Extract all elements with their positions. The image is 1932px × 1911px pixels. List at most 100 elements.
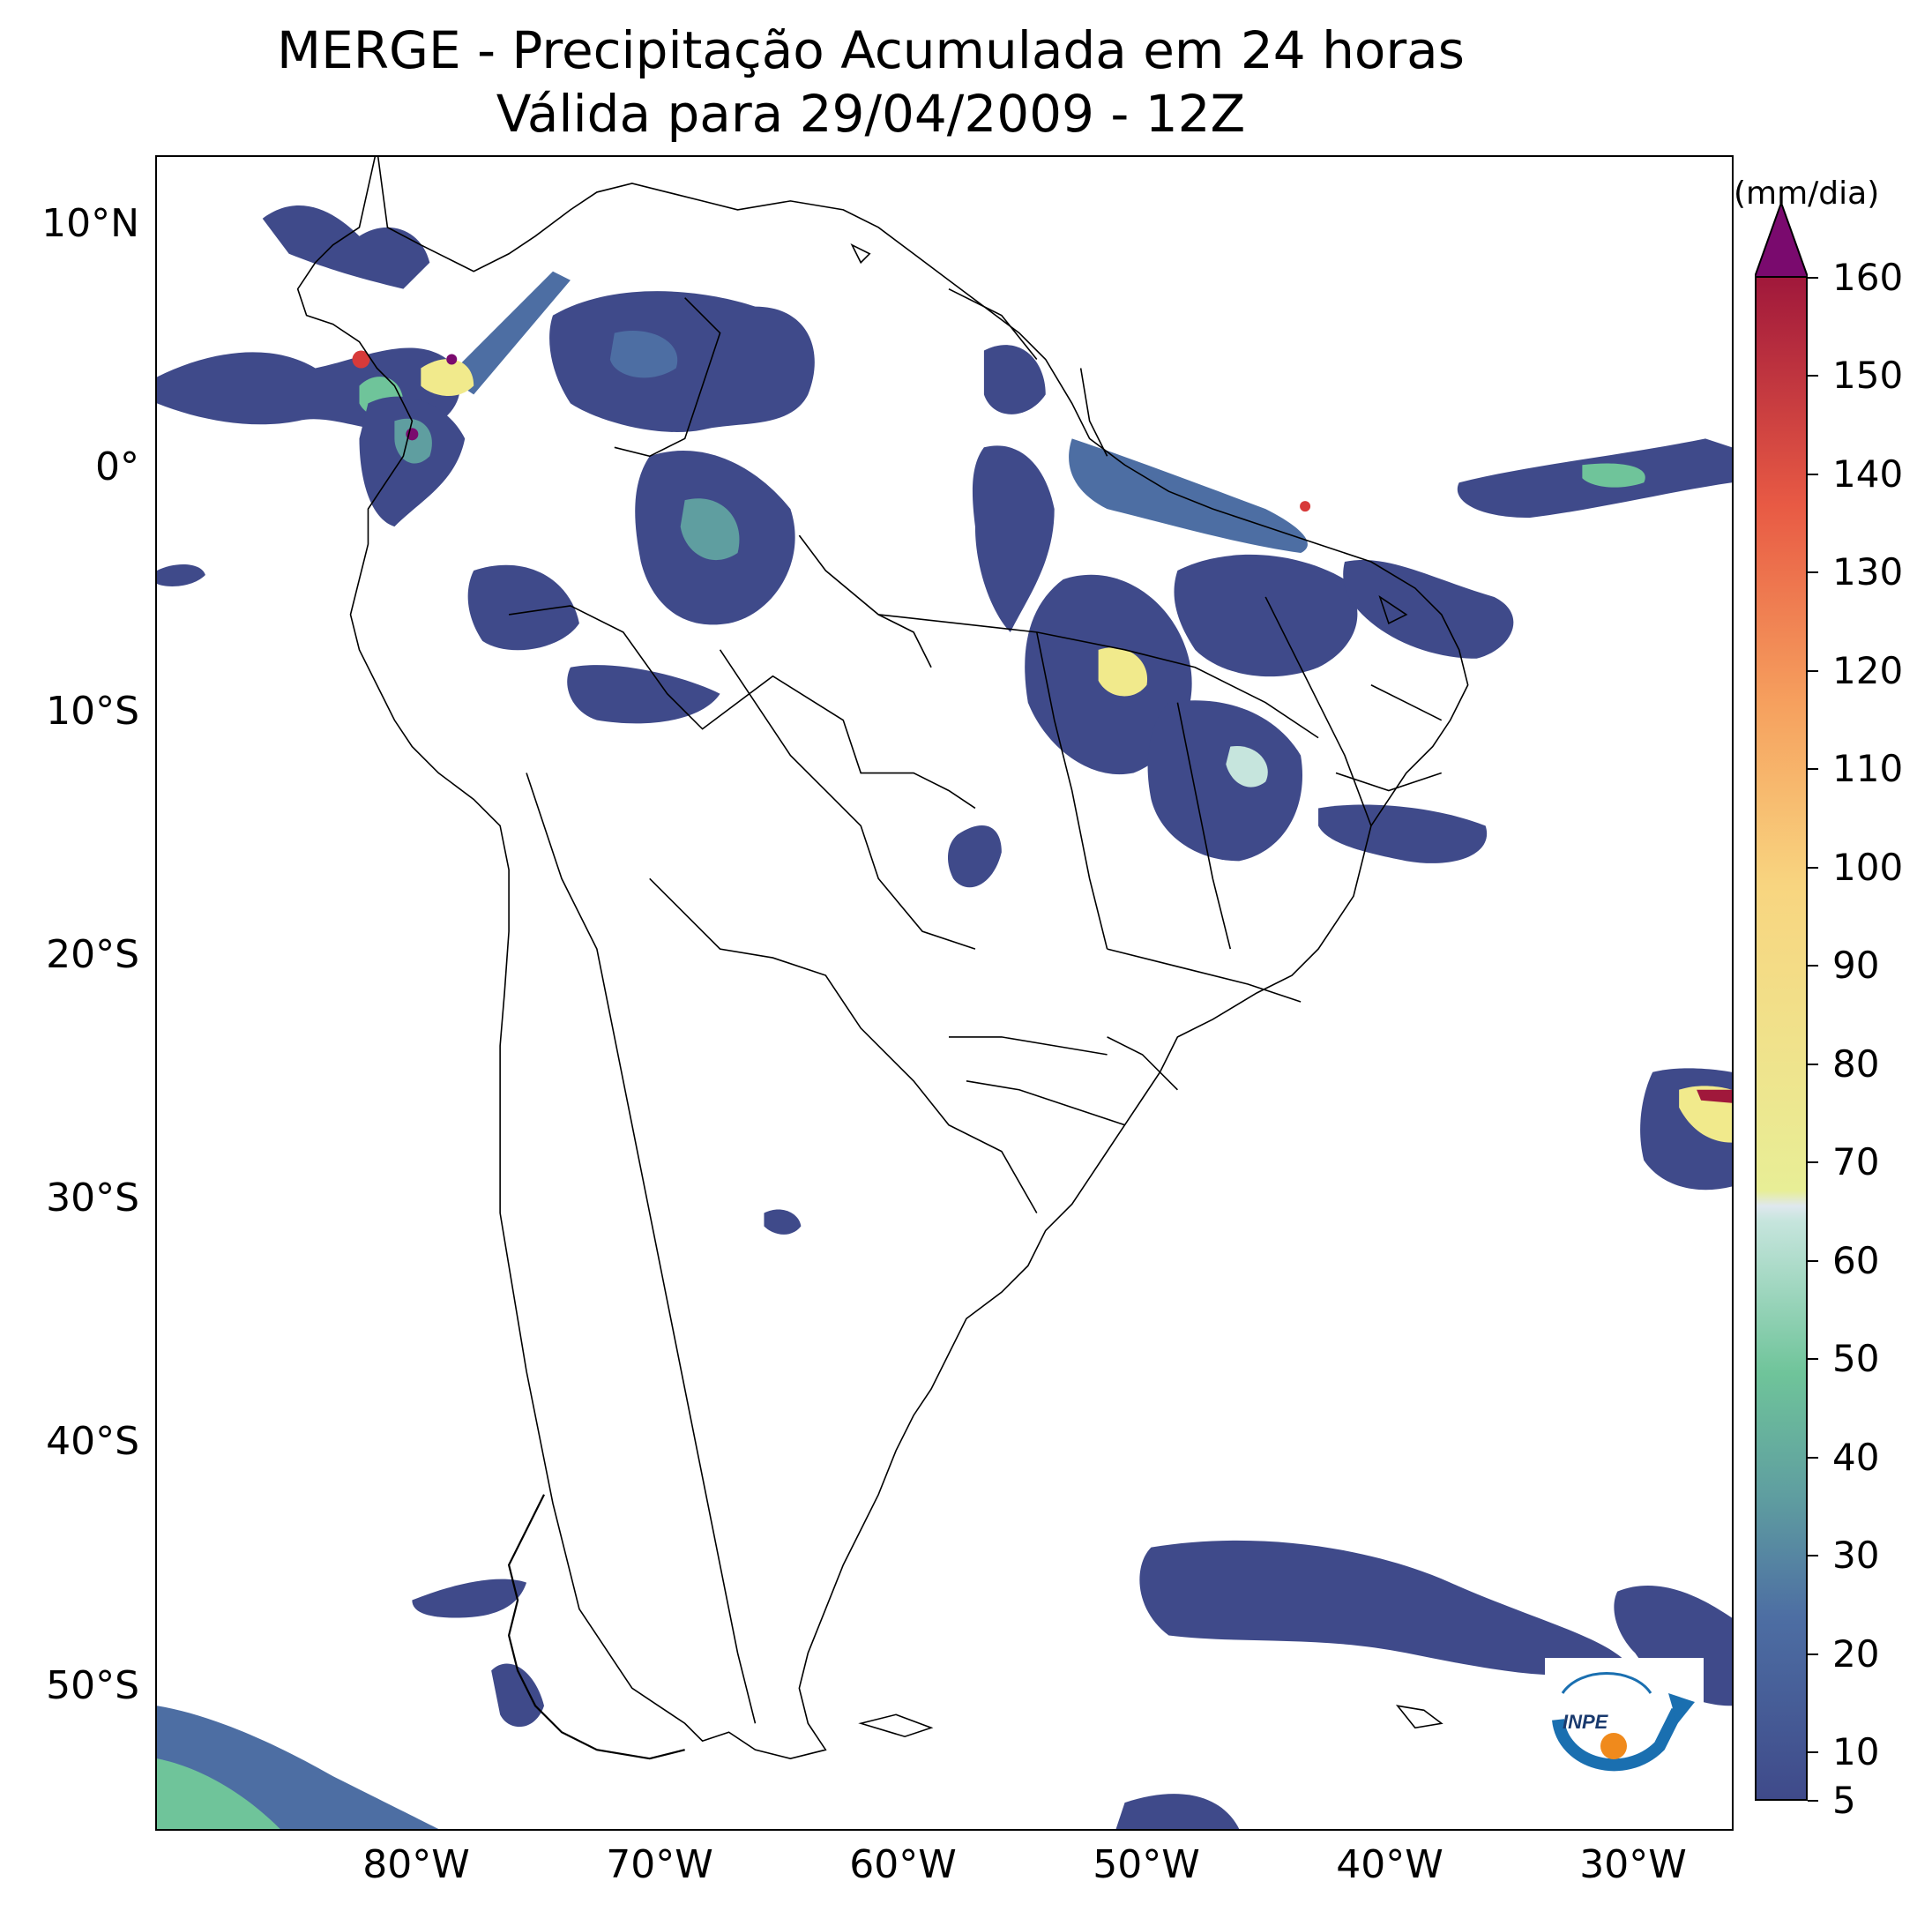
- lat-label: 10°N: [41, 201, 139, 246]
- colorbar-tick-label: 5: [1832, 1779, 1856, 1822]
- colorbar-tick-label: 90: [1832, 944, 1880, 988]
- south-america-coastline: [296, 157, 1469, 1759]
- colorbar-unit: (mm/dia): [1734, 175, 1880, 212]
- colorbar-tick-label: 40: [1832, 1435, 1880, 1479]
- precip-region: [1115, 1794, 1240, 1829]
- precip-region: [1343, 560, 1514, 659]
- colorbar-tick-mark: [1808, 669, 1818, 672]
- colorbar-tick-label: 160: [1832, 256, 1904, 299]
- precip-region: [157, 564, 205, 586]
- precip-region: [983, 345, 1046, 414]
- lon-label: 60°W: [849, 1842, 957, 1887]
- inpe-logo-icon: INPE: [1552, 1672, 1695, 1772]
- lat-label: 0°: [95, 444, 139, 489]
- island: [1378, 594, 1408, 625]
- state-border: [1107, 948, 1302, 1003]
- colorbar-tick-label: 30: [1832, 1534, 1880, 1578]
- border: [508, 605, 976, 810]
- map-subtitle: Válida para 29/04/2009 - 12Z: [496, 84, 1246, 144]
- precip-core: [446, 354, 458, 365]
- colorbar-tick-mark: [1808, 375, 1818, 377]
- colorbar-tick-mark: [1808, 1800, 1818, 1802]
- lon-label: 30°W: [1579, 1842, 1687, 1887]
- lon-label: 50°W: [1093, 1842, 1200, 1887]
- island: [1395, 1705, 1443, 1729]
- precip-region: [1697, 1089, 1732, 1103]
- precip-region: [421, 359, 474, 396]
- lon-label: 80°W: [362, 1842, 470, 1887]
- inpe-logo: INPE: [1545, 1658, 1704, 1781]
- colorbar-tick-mark: [1808, 1259, 1818, 1262]
- colorbar-tick-mark: [1808, 1161, 1818, 1164]
- precip-region: [680, 498, 740, 561]
- colorbar-tick-label: 80: [1832, 1041, 1880, 1086]
- colorbar-tick-label: 100: [1832, 845, 1904, 889]
- state-border: [878, 614, 1319, 739]
- precip-region: [447, 271, 571, 395]
- state-border: [1176, 702, 1232, 950]
- lon-label: 40°W: [1336, 1842, 1443, 1887]
- precipitation-map: [155, 155, 1734, 1831]
- colorbar-tick-mark: [1808, 866, 1818, 869]
- precip-region: [972, 445, 1055, 632]
- precip-core: [352, 350, 370, 369]
- island: [858, 1713, 934, 1738]
- lat-label: 30°S: [46, 1176, 139, 1221]
- colorbar-tick-mark: [1808, 1063, 1818, 1065]
- colorbar-tick-mark: [1808, 1555, 1818, 1557]
- state-border: [1107, 1036, 1178, 1091]
- precip-core: [1300, 501, 1311, 512]
- colorbar-tick-label: 20: [1832, 1631, 1880, 1676]
- colorbar-tick-mark: [1808, 571, 1818, 574]
- state-border: [1370, 684, 1443, 721]
- colorbar-tick-mark: [1808, 1751, 1818, 1753]
- logo-text: INPE: [1563, 1711, 1609, 1733]
- colorbar-tick-mark: [1808, 1456, 1818, 1459]
- colorbar-tick-mark: [1808, 1358, 1818, 1361]
- colorbar-tick-label: 50: [1832, 1337, 1880, 1381]
- precip-region: [1582, 463, 1645, 488]
- precipitation-field: [157, 205, 1732, 1829]
- lat-label: 20°S: [46, 932, 139, 977]
- precip-region: [947, 825, 1002, 888]
- map-canvas: [157, 157, 1732, 1829]
- fjord-coast: [507, 1494, 685, 1760]
- map-title: MERGE - Precipitação Acumulada em 24 hor…: [277, 20, 1465, 80]
- precip-region: [491, 1663, 545, 1728]
- colorbar-tick-label: 150: [1832, 354, 1904, 398]
- border: [798, 534, 932, 668]
- colorbar-tick-label: 140: [1832, 452, 1904, 496]
- colorbar-tick-mark: [1808, 965, 1818, 967]
- precip-region: [567, 665, 720, 724]
- colorbar-tick-mark: [1808, 473, 1818, 475]
- border: [719, 649, 976, 950]
- coastline-and-borders: [296, 157, 1469, 1760]
- colorbar-tick-mark: [1808, 1653, 1818, 1655]
- lat-label: 10°S: [46, 689, 139, 734]
- border: [1079, 368, 1108, 457]
- precip-region: [764, 1209, 802, 1235]
- state-border: [966, 1080, 1125, 1126]
- colorbar-tick-label: 110: [1832, 747, 1904, 791]
- state-border: [1035, 631, 1108, 950]
- colorbar-tick-mark: [1808, 277, 1818, 279]
- colorbar-tick-label: 60: [1832, 1238, 1880, 1282]
- colorbar-tick-label: 70: [1832, 1140, 1880, 1184]
- precip-region: [1147, 700, 1303, 862]
- precip-region: [157, 1758, 280, 1829]
- precip-region: [467, 564, 579, 651]
- colorbar-extend-arrow: [1755, 203, 1808, 278]
- precip-region: [1098, 647, 1148, 697]
- colorbar-tick-label: 120: [1832, 648, 1904, 692]
- colorbar-gradient: [1755, 276, 1808, 1801]
- precip-region: [1174, 554, 1358, 677]
- precip-region: [1318, 804, 1488, 863]
- precip-region: [1069, 438, 1308, 554]
- lat-label: 40°S: [46, 1419, 139, 1464]
- border: [614, 297, 721, 458]
- precip-region: [1226, 745, 1268, 788]
- colorbar: [1755, 203, 1808, 1801]
- border: [526, 773, 757, 1724]
- state-border: [948, 1036, 1108, 1056]
- lon-label: 70°W: [606, 1842, 713, 1887]
